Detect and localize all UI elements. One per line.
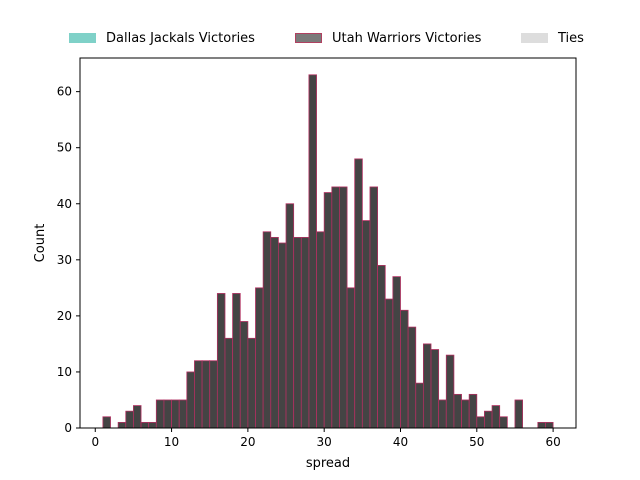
x-tick-label: 0 (91, 435, 99, 449)
x-axis-label: spread (306, 456, 350, 471)
histogram-bar (339, 186, 348, 429)
histogram-bar (461, 399, 470, 429)
histogram-bar (537, 421, 546, 429)
legend-label-utah: Utah Warriors Victories (332, 30, 482, 46)
histogram-bar (484, 410, 493, 429)
histogram-bar (369, 186, 379, 429)
histogram-bar (545, 421, 554, 429)
histogram-bar (224, 337, 234, 429)
legend-label-ties: Ties (558, 30, 584, 46)
histogram-bar (262, 231, 272, 429)
histogram-bar (323, 192, 333, 429)
y-tick-label: 0 (64, 421, 72, 435)
legend-swatch-ties (521, 33, 548, 43)
histogram-bar (133, 405, 142, 429)
histogram-bar (331, 186, 340, 429)
y-axis-ticks: 0 10 20 30 40 50 60 (57, 85, 80, 435)
histogram-bar (384, 298, 394, 429)
histogram-bar (316, 231, 325, 429)
legend: Dallas Jackals Victories Utah Warriors V… (0, 28, 640, 48)
histogram-bar (270, 236, 279, 429)
histogram-bar (102, 416, 111, 429)
x-axis-ticks: 0 10 20 30 40 50 60 (91, 428, 561, 449)
histogram-bar (430, 349, 440, 429)
histogram-bar (171, 399, 180, 429)
histogram-bar (308, 74, 317, 429)
histogram-bar (140, 421, 150, 429)
plot-frame (79, 57, 577, 429)
histogram-bar (499, 416, 508, 429)
histogram-bar (148, 421, 157, 429)
histogram-bar (422, 343, 432, 429)
histogram-bar (438, 399, 447, 429)
histogram-bar (346, 287, 356, 429)
histogram-bar (377, 265, 386, 429)
histogram-bar (163, 399, 172, 429)
histogram-bar (293, 236, 302, 429)
histogram-bar (415, 382, 424, 429)
x-tick-label: 50 (469, 435, 484, 449)
legend-item-dallas: Dallas Jackals Victories (69, 28, 255, 48)
y-tick-label: 20 (57, 309, 72, 323)
histogram-bar (361, 220, 371, 429)
y-tick-label: 30 (57, 253, 72, 267)
histogram-bar (354, 158, 363, 429)
histogram-bar (194, 360, 203, 429)
histogram-bar (117, 421, 127, 429)
histogram-bar (491, 405, 501, 429)
histogram-bars (102, 74, 554, 429)
histogram-bar (186, 371, 195, 429)
x-tick-label: 20 (240, 435, 255, 449)
histogram-bar (453, 393, 462, 429)
histogram-bar (201, 360, 211, 429)
histogram-bar (476, 416, 485, 429)
y-tick-label: 10 (57, 365, 72, 379)
histogram-bar (216, 293, 226, 429)
histogram-bar (300, 236, 310, 429)
legend-item-ties: Ties (521, 28, 584, 48)
histogram-bar (277, 242, 287, 429)
histogram-bar (232, 293, 241, 429)
y-tick-label: 60 (57, 85, 72, 99)
x-tick-label: 10 (164, 435, 179, 449)
histogram-bar (468, 393, 478, 429)
histogram-bar (392, 276, 401, 429)
histogram-bar (239, 321, 249, 429)
histogram-bar (407, 326, 417, 429)
histogram-bar (209, 360, 218, 429)
histogram-bar (247, 337, 256, 429)
histogram-bar (400, 309, 409, 429)
legend-swatch-utah (295, 33, 322, 43)
x-tick-label: 60 (545, 435, 560, 449)
histogram-bar (155, 399, 165, 429)
histogram-bar (514, 399, 523, 429)
legend-swatch-dallas (69, 33, 96, 43)
histogram-bar (285, 203, 295, 429)
histogram-bar (125, 410, 134, 429)
y-tick-label: 50 (57, 141, 72, 155)
x-tick-label: 30 (317, 435, 332, 449)
y-axis-label: Count (33, 224, 48, 263)
x-tick-label: 40 (393, 435, 408, 449)
histogram-bar (255, 287, 264, 429)
legend-label-dallas: Dallas Jackals Victories (106, 30, 255, 46)
histogram-bar (445, 354, 455, 429)
legend-item-utah: Utah Warriors Victories (295, 28, 481, 48)
y-tick-label: 40 (57, 197, 72, 211)
histogram-bar (178, 399, 188, 429)
